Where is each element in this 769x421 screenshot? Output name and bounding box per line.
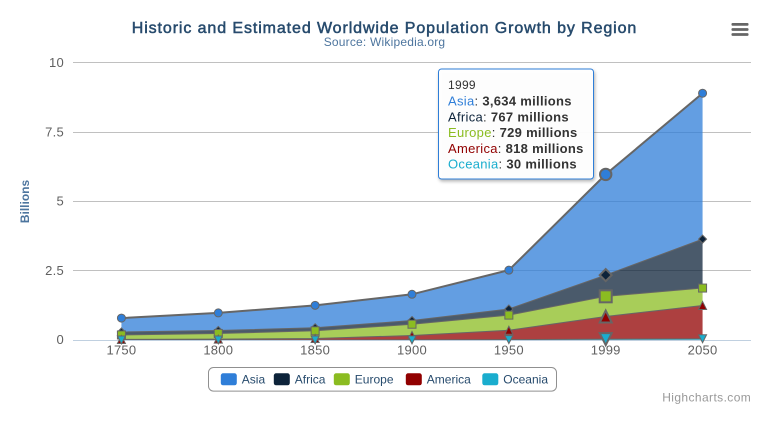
svg-text:2050: 2050 [688,342,718,357]
svg-text:1950: 1950 [494,342,524,357]
svg-text:1900: 1900 [397,342,427,357]
svg-text:America: America [427,373,471,387]
svg-text:Asia: Asia [242,373,266,387]
svg-text:1750: 1750 [106,342,136,357]
svg-text:5: 5 [57,194,64,209]
svg-text:2.5: 2.5 [45,263,64,278]
svg-text:Africa: Africa [295,373,326,387]
svg-text:Oceania: 30 millions: Oceania: 30 millions [448,157,577,172]
svg-text:Africa: 767 millions: Africa: 767 millions [448,109,569,124]
svg-text:0: 0 [57,332,64,347]
svg-text:7.5: 7.5 [45,124,64,139]
svg-text:Oceania: Oceania [503,373,548,387]
svg-text:1800: 1800 [203,342,233,357]
svg-text:Billions: Billions [18,180,32,224]
svg-text:Historic and Estimated Worldwi: Historic and Estimated Worldwide Populat… [132,20,637,37]
svg-text:Europe: Europe [355,373,394,387]
svg-text:Europe: 729 millions: Europe: 729 millions [448,125,578,140]
svg-text:1850: 1850 [300,342,330,357]
svg-text:1999: 1999 [591,342,621,357]
svg-text:Source: Wikipedia.org: Source: Wikipedia.org [324,35,446,49]
svg-text:Asia: 3,634 millions: Asia: 3,634 millions [448,94,572,109]
svg-text:America: 818 millions: America: 818 millions [448,141,584,156]
svg-text:10: 10 [49,55,64,70]
svg-text:1999: 1999 [448,78,476,92]
svg-text:Highcharts.com: Highcharts.com [662,391,751,405]
